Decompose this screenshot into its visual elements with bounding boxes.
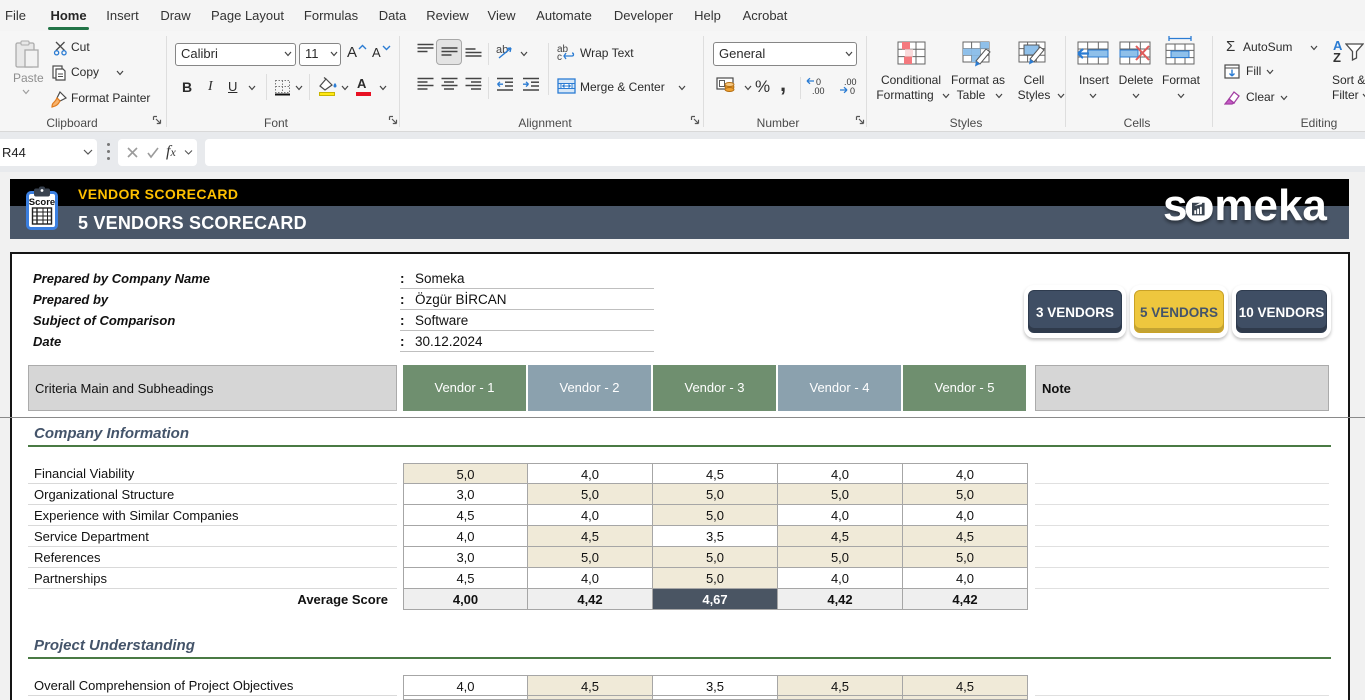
svg-text:ab: ab [557,44,569,55]
svg-text:.00: .00 [844,77,857,87]
svg-text:.00: .00 [812,86,825,96]
svg-text:Score: Score [29,197,55,208]
svg-text:c: c [557,52,562,61]
svg-text:0: 0 [816,77,821,87]
svg-text:ab: ab [496,44,508,56]
svg-text:0: 0 [850,86,855,96]
